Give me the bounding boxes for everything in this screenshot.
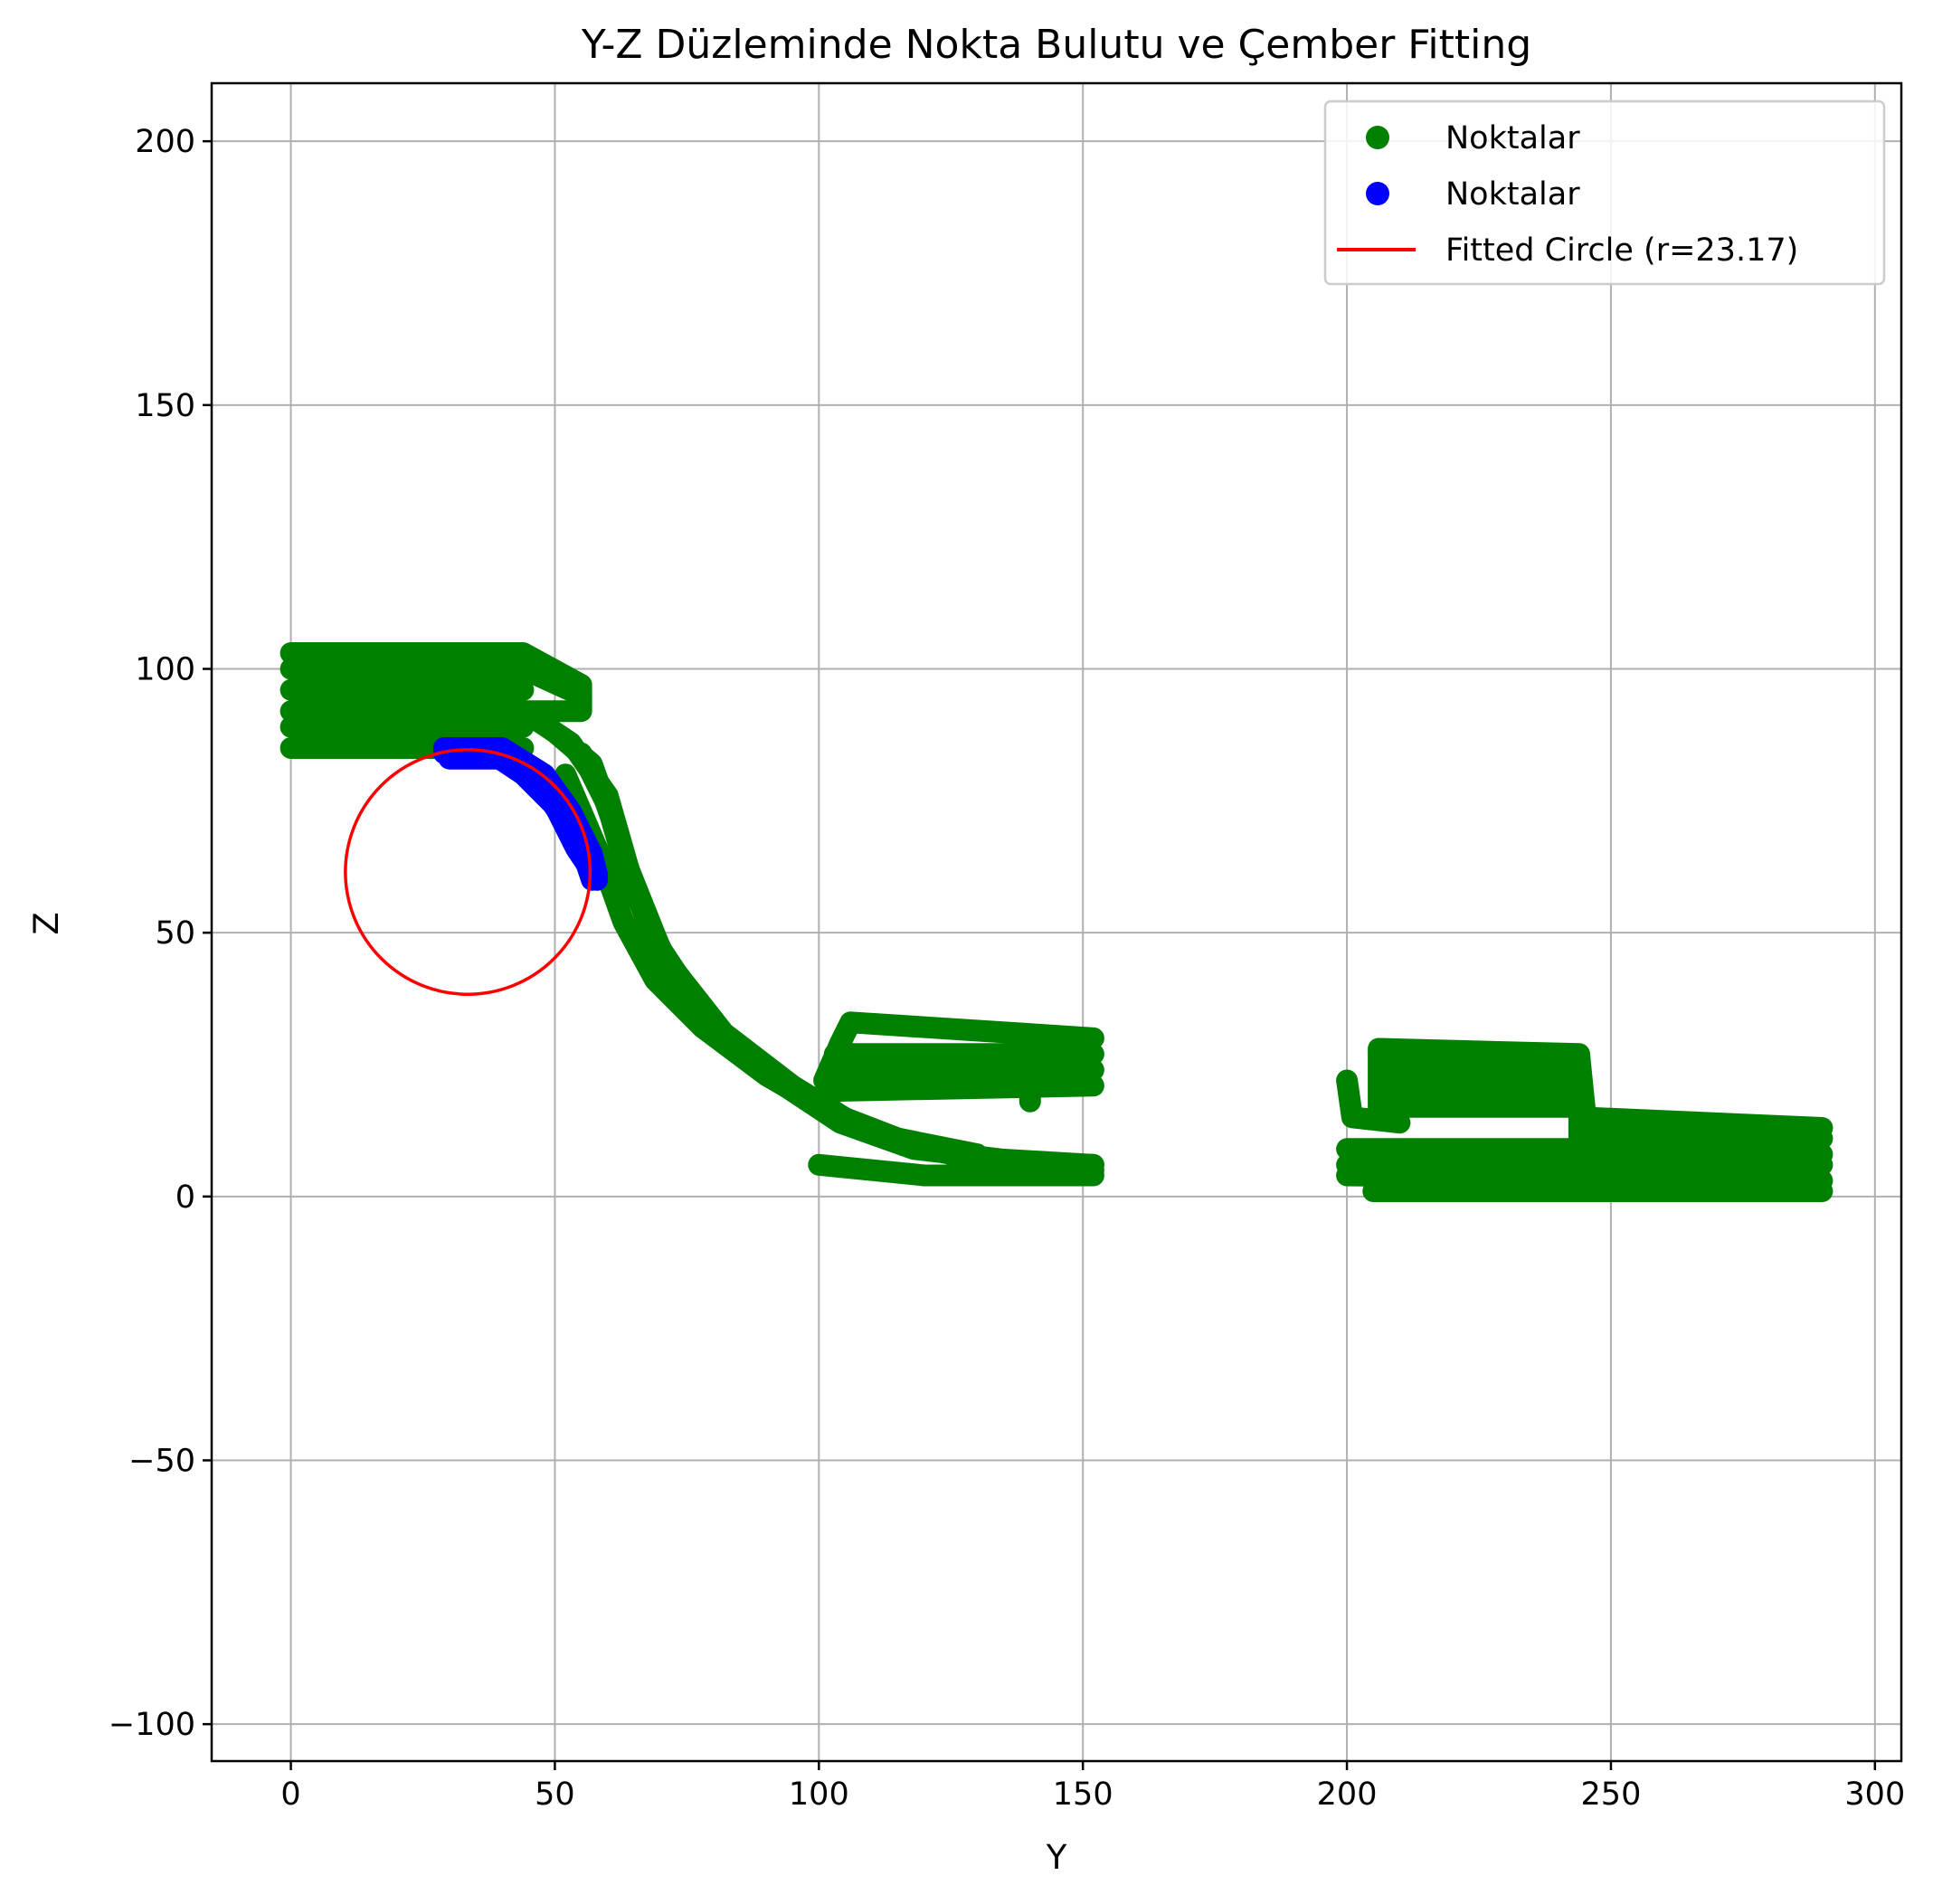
legend-label-green: Noktalar xyxy=(1445,120,1580,156)
scatter-point-band xyxy=(280,658,592,706)
chart-title: Y-Z Düzleminde Nokta Bulutu ve Çember Fi… xyxy=(581,22,1531,68)
legend-label-red: Fitted Circle (r=23.17) xyxy=(1445,232,1798,269)
y-tick-label: 200 xyxy=(135,124,195,160)
scatter-point-band xyxy=(1336,1069,1411,1134)
y-tick-label: 50 xyxy=(155,915,195,952)
scatter-point-band xyxy=(813,1080,846,1118)
scatter-series-1 xyxy=(432,737,609,891)
x-tick-label: 300 xyxy=(1844,1776,1905,1813)
plot-area xyxy=(280,642,1834,1202)
y-tick-label: −100 xyxy=(109,1707,195,1743)
plot-frame xyxy=(210,81,1903,1763)
x-tick-label: 50 xyxy=(535,1776,575,1813)
x-tick-label: 200 xyxy=(1317,1776,1378,1813)
scatter-point-band xyxy=(819,1075,1104,1103)
y-tick-label: 100 xyxy=(135,652,195,688)
x-tick-label: 150 xyxy=(1053,1776,1113,1813)
y-tick-label: 150 xyxy=(135,388,195,424)
y-axis-label: Z xyxy=(27,912,66,934)
y-tick-label: −50 xyxy=(128,1444,195,1480)
axis-ticks: 0 50 100 150 200 250 300 −100 −50 0 50 100 150 200 xyxy=(109,124,1905,1813)
legend-marker-green xyxy=(1366,126,1389,149)
legend: Noktalar Noktalar Fitted Circle (r=23.17… xyxy=(1323,99,1886,286)
scatter-point-band xyxy=(808,1153,1104,1187)
legend-marker-blue xyxy=(1366,182,1389,205)
legend-label-blue: Noktalar xyxy=(1445,176,1580,213)
scatter-point-band xyxy=(432,737,609,886)
scatter-point-band xyxy=(1336,1164,1834,1192)
legend-box xyxy=(1323,99,1886,286)
x-tick-label: 250 xyxy=(1581,1776,1642,1813)
y-tick-label: 0 xyxy=(175,1179,195,1216)
x-tick-label: 100 xyxy=(789,1776,849,1813)
x-tick-label: 0 xyxy=(280,1776,300,1813)
fitted-circle xyxy=(344,748,592,996)
scatter-series-0 xyxy=(280,642,1834,1202)
x-axis-label: Y xyxy=(1046,1838,1067,1877)
